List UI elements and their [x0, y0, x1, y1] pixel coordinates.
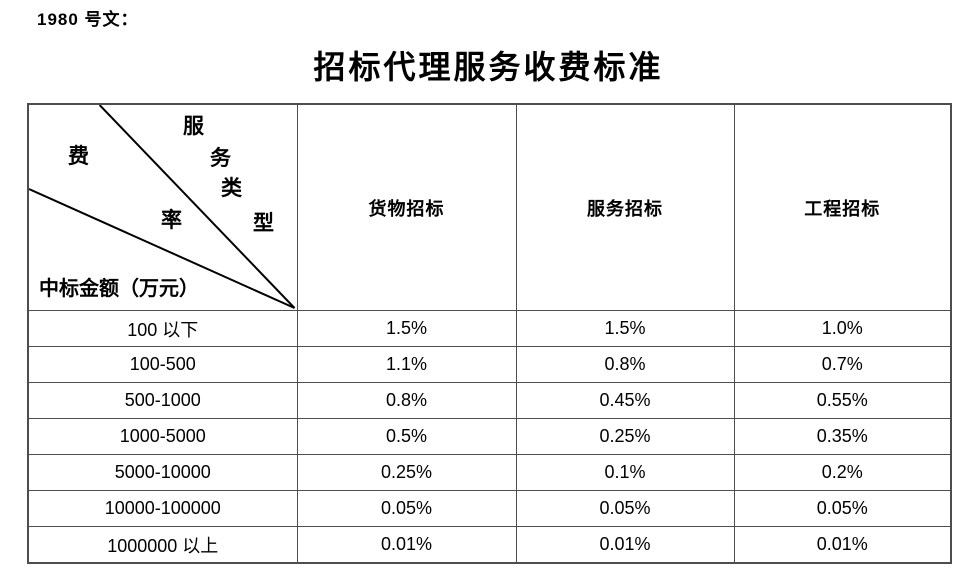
row-range: 100 以下: [27, 310, 298, 347]
rate-cell: 0.8%: [296, 382, 517, 419]
table-row: 1000000 以上 0.01% 0.01% 0.01%: [27, 526, 952, 564]
table-row: 100-500 1.1% 0.8% 0.7%: [27, 346, 952, 383]
row-range: 500-1000: [27, 382, 298, 419]
corner-type-char-2: 务: [210, 146, 231, 170]
rate-cell: 0.05%: [296, 490, 517, 527]
row-range: 100-500: [27, 346, 298, 383]
corner-fee-char-1: 费: [68, 144, 89, 168]
table-row: 100 以下 1.5% 1.5% 1.0%: [27, 310, 952, 347]
corner-amount-label: 中标金额（万元）: [39, 278, 199, 300]
rate-cell: 0.05%: [515, 490, 735, 527]
column-header-service: 服务招标: [515, 103, 735, 311]
rate-cell: 0.25%: [515, 418, 735, 455]
column-header-engineering: 工程招标: [733, 103, 952, 311]
table-row: 1000-5000 0.5% 0.25% 0.35%: [27, 418, 952, 455]
rate-cell: 1.0%: [733, 310, 952, 347]
rate-cell: 0.01%: [515, 526, 735, 564]
rate-cell: 0.35%: [733, 418, 952, 455]
rate-cell: 0.05%: [733, 490, 952, 527]
rate-cell: 0.45%: [515, 382, 735, 419]
rate-cell: 0.01%: [296, 526, 517, 564]
row-range: 1000-5000: [27, 418, 298, 455]
rate-cell: 0.25%: [296, 454, 517, 491]
table-row: 5000-10000 0.25% 0.1% 0.2%: [27, 454, 952, 491]
row-range: 1000000 以上: [27, 526, 298, 564]
row-range: 10000-100000: [27, 490, 298, 527]
corner-fee-char-2: 率: [161, 208, 182, 232]
page-title: 招标代理服务收费标准: [313, 49, 664, 85]
rate-cell: 0.55%: [733, 382, 952, 419]
rate-cell: 0.1%: [515, 454, 735, 491]
diagonal-lines: [29, 105, 296, 309]
header-row: 费 率 服 务 类 型 中标金额（万元） 货物招标 服务招标 工程招标: [27, 103, 952, 311]
row-range: 5000-10000: [27, 454, 298, 491]
rate-cell: 1.5%: [515, 310, 735, 347]
corner-type-char-4: 型: [253, 211, 274, 235]
table-row: 10000-100000 0.05% 0.05% 0.05%: [27, 490, 952, 527]
corner-type-char-1: 服: [183, 114, 204, 138]
column-header-goods: 货物招标: [296, 103, 517, 311]
rate-cell: 0.5%: [296, 418, 517, 455]
fee-standard-table: 费 率 服 务 类 型 中标金额（万元） 货物招标 服务招标 工程招标 100 …: [27, 103, 952, 564]
rate-cell: 0.2%: [733, 454, 952, 491]
doc-number-label: 1980 号文：: [37, 10, 139, 29]
rate-cell: 1.1%: [296, 346, 517, 383]
diagonal-corner-cell: 费 率 服 务 类 型 中标金额（万元）: [27, 103, 298, 311]
rate-cell: 0.01%: [733, 526, 952, 564]
table-row: 500-1000 0.8% 0.45% 0.55%: [27, 382, 952, 419]
rate-cell: 1.5%: [296, 310, 517, 347]
rate-cell: 0.7%: [733, 346, 952, 383]
rate-cell: 0.8%: [515, 346, 735, 383]
corner-type-char-3: 类: [221, 176, 242, 200]
